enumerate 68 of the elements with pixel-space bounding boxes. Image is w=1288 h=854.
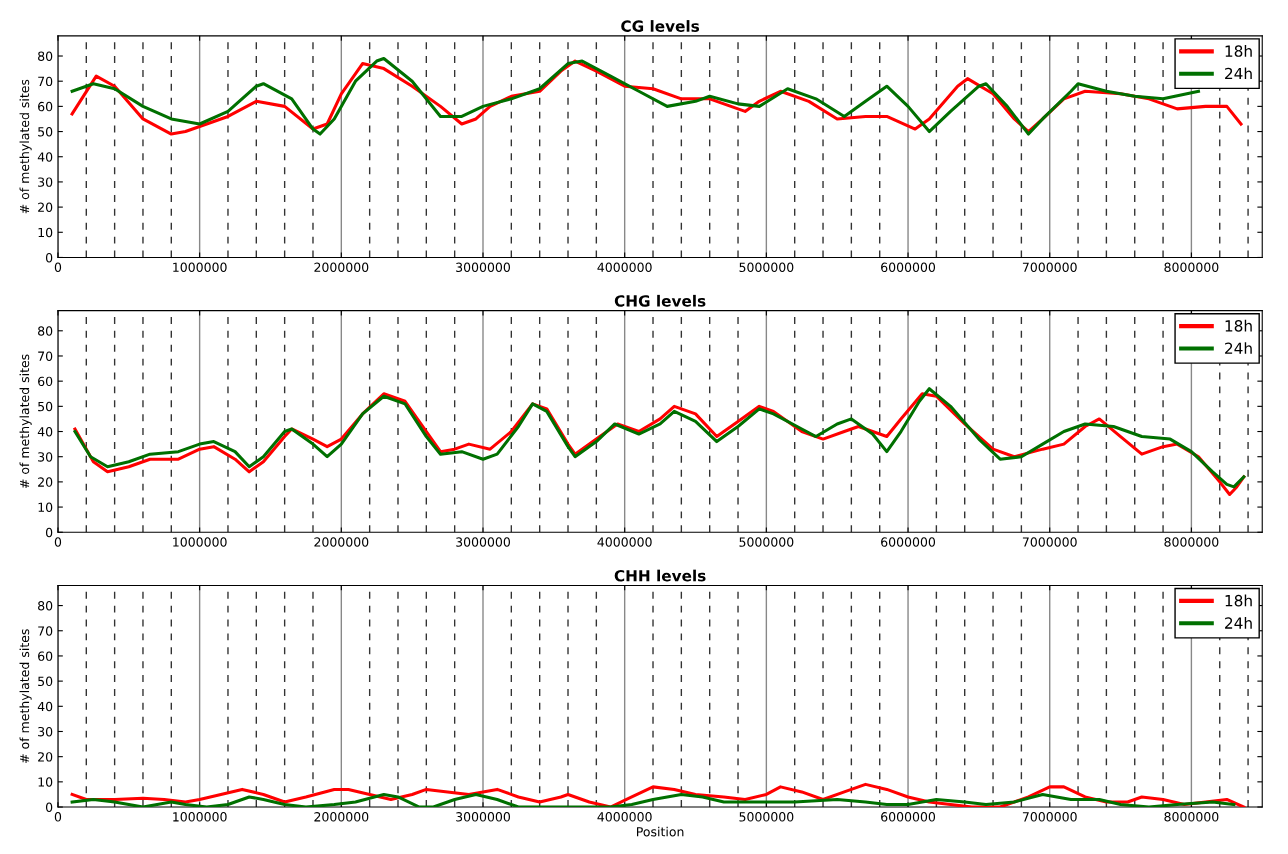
- x-tick-label: 7000000: [1022, 537, 1077, 547]
- legend-label: 24h: [1225, 617, 1252, 629]
- x-tick-label: 6000000: [881, 262, 936, 272]
- y-tick-label: 50: [38, 127, 53, 137]
- x-tick-label: 2000000: [314, 812, 369, 822]
- x-tick-label: 2000000: [314, 262, 369, 272]
- y-axis-title: # of methylated sites: [19, 354, 32, 489]
- chart-title: CHG levels: [614, 294, 706, 307]
- x-tick-label: 5000000: [739, 537, 794, 547]
- x-tick-label: 4000000: [597, 537, 652, 547]
- legend-label: 18h: [1225, 45, 1252, 57]
- legend-label: 24h: [1225, 67, 1252, 80]
- y-tick-label: 0: [45, 527, 53, 538]
- y-tick-label: 80: [38, 601, 53, 611]
- x-tick-label: 3000000: [456, 262, 510, 272]
- y-axis-title: # of methylated sites: [19, 79, 32, 214]
- x-tick-label: 7000000: [1022, 812, 1077, 822]
- y-tick-label: 70: [38, 351, 53, 361]
- chart-title: CHH levels: [614, 569, 706, 582]
- y-tick-label: 30: [38, 177, 53, 187]
- x-tick-label: 0: [54, 812, 62, 822]
- y-tick-label: 10: [38, 777, 53, 787]
- x-tick-label: 0: [54, 537, 62, 547]
- y-tick-label: 0: [45, 802, 53, 812]
- x-axis-title: Position: [637, 826, 684, 837]
- x-tick-label: 2000000: [314, 537, 369, 547]
- y-tick-label: 20: [38, 752, 53, 762]
- legend-label: 24h: [1225, 342, 1252, 354]
- x-tick-label: 3000000: [456, 537, 510, 547]
- x-tick-label: 1000000: [173, 537, 227, 547]
- y-tick-label: 70: [38, 626, 53, 636]
- y-tick-label: 20: [38, 477, 53, 487]
- line-series: [70, 792, 1236, 808]
- x-tick-label: 1000000: [173, 812, 227, 822]
- y-tick-label: 80: [38, 326, 53, 336]
- legend-label: 18h: [1225, 319, 1252, 332]
- x-tick-label: 8000000: [1164, 537, 1219, 547]
- y-tick-label: 30: [38, 452, 53, 462]
- x-tick-label: 5000000: [739, 812, 794, 822]
- y-tick-label: 20: [38, 202, 53, 213]
- x-tick-label: 7000000: [1022, 262, 1077, 272]
- y-tick-label: 70: [38, 76, 53, 87]
- x-tick-label: 1000000: [173, 262, 227, 272]
- x-tick-label: 8000000: [1164, 262, 1219, 272]
- y-tick-label: 40: [37, 152, 53, 162]
- x-tick-label: 4000000: [597, 262, 652, 272]
- y-tick-label: 40: [37, 701, 53, 712]
- x-tick-label: 8000000: [1164, 812, 1219, 822]
- x-tick-label: 0: [54, 262, 62, 272]
- y-tick-label: 80: [38, 51, 53, 61]
- x-tick-label: 6000000: [881, 812, 936, 822]
- y-tick-label: 50: [38, 676, 53, 687]
- y-tick-label: 10: [38, 227, 53, 238]
- y-axis-title: # of methylated sites: [19, 629, 32, 763]
- x-tick-label: 5000000: [739, 262, 794, 272]
- legend-label: 18h: [1225, 594, 1252, 607]
- y-tick-label: 60: [38, 376, 53, 387]
- x-tick-label: 4000000: [597, 812, 652, 822]
- y-tick-label: 60: [38, 101, 53, 112]
- y-tick-label: 60: [38, 651, 53, 661]
- chart-title: CG levels: [621, 20, 700, 32]
- y-tick-label: 50: [38, 401, 53, 412]
- y-tick-label: 0: [45, 252, 53, 263]
- y-tick-label: 10: [38, 502, 53, 512]
- y-tick-label: 40: [37, 426, 53, 437]
- x-tick-label: 3000000: [456, 812, 510, 822]
- x-tick-label: 6000000: [881, 537, 936, 547]
- y-tick-label: 30: [38, 726, 53, 737]
